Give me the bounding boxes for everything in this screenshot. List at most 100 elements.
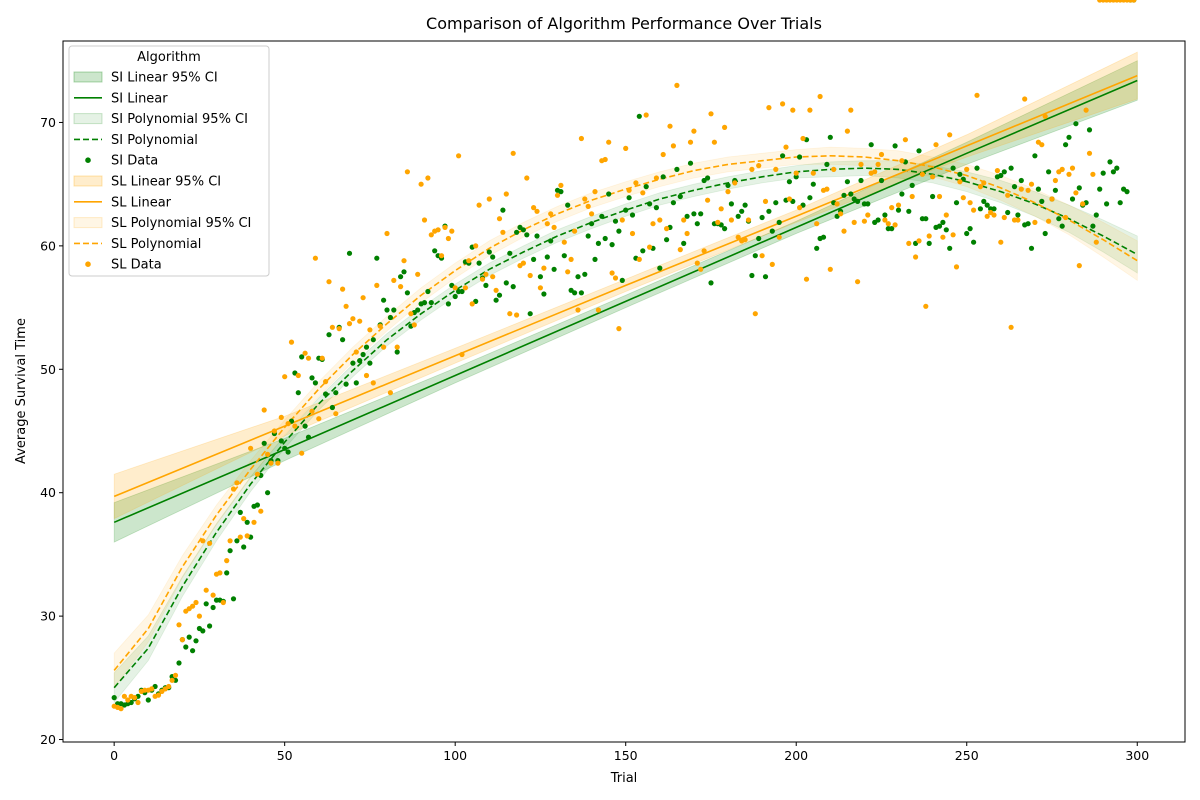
sl-data-point xyxy=(445,235,451,242)
sl-data-point xyxy=(687,139,694,145)
sl-data-point xyxy=(234,480,240,486)
si-data-point xyxy=(363,344,370,350)
sl-data-point xyxy=(241,516,247,522)
sl-data-point xyxy=(841,228,847,234)
sl-data-point xyxy=(1039,142,1045,148)
sl-data-point xyxy=(203,587,209,593)
si-data-point xyxy=(964,230,970,237)
sl-data-point xyxy=(507,311,513,317)
si-data-point xyxy=(421,300,428,306)
si-data-point xyxy=(636,113,642,119)
sl-data-point xyxy=(503,191,509,197)
sl-data-point xyxy=(984,213,990,219)
si-data-point xyxy=(708,280,714,286)
sl-data-point xyxy=(479,276,486,282)
y-tick-label: 40 xyxy=(40,485,56,500)
x-tick-label: 0 xyxy=(110,748,118,763)
sl-data-point xyxy=(919,171,926,177)
si-data-point xyxy=(244,519,250,525)
si-data-point xyxy=(541,291,547,297)
sl-data-point xyxy=(865,212,871,218)
legend-label: SL Linear 95% CI xyxy=(111,175,221,190)
sl-data-point xyxy=(572,228,578,234)
si-data-point xyxy=(186,634,192,640)
sl-data-point xyxy=(660,151,666,158)
si-data-point xyxy=(428,300,434,306)
sl-data-point xyxy=(387,390,393,396)
legend-label: SL Polynomial 95% CI xyxy=(111,216,251,231)
sl-data-point xyxy=(568,256,574,262)
sl-data-point xyxy=(271,428,277,434)
si-data-point xyxy=(340,337,346,343)
sl-data-point xyxy=(476,202,482,208)
sl-data-point xyxy=(838,211,844,217)
si-data-point xyxy=(616,228,622,234)
si-data-point xyxy=(261,440,267,446)
sl-data-point xyxy=(882,217,888,223)
si-data-point xyxy=(623,207,629,213)
sl-data-point xyxy=(694,260,700,266)
si-data-point xyxy=(493,297,499,303)
sl-data-point xyxy=(237,534,243,540)
sl-data-point xyxy=(261,407,267,413)
si-data-point xyxy=(360,351,366,358)
legend-entry-si-data: SI Data xyxy=(85,154,158,169)
si-data-point xyxy=(387,314,393,321)
si-data-point xyxy=(739,208,745,214)
sl-data-point xyxy=(769,261,775,267)
si-data-point xyxy=(974,165,980,171)
sl-data-point xyxy=(756,163,762,169)
sl-data-point xyxy=(305,355,312,361)
si-data-point xyxy=(957,171,963,177)
sl-data-point xyxy=(708,111,714,117)
y-axis-title: Average Survival Time xyxy=(14,318,29,464)
si-data-point xyxy=(705,175,711,181)
sl-data-point xyxy=(1028,181,1035,187)
sl-data-point xyxy=(1025,187,1031,193)
sl-data-point xyxy=(288,339,295,345)
sl-data-point xyxy=(902,137,909,143)
sl-data-point xyxy=(960,195,966,201)
si-data-point xyxy=(1005,209,1011,216)
sl-data-point xyxy=(452,285,458,291)
si-data-point xyxy=(1039,198,1045,204)
sl-data-point xyxy=(1015,217,1021,223)
si-data-point xyxy=(923,216,929,222)
si-data-point xyxy=(309,375,315,381)
sl-data-point xyxy=(196,613,202,619)
si-data-point xyxy=(1052,187,1058,193)
legend-entry-sl-data: SL Data xyxy=(85,258,162,273)
si-data-point xyxy=(998,172,1004,179)
sl-data-point xyxy=(551,224,557,230)
si-data-point xyxy=(930,193,936,200)
sl-data-point xyxy=(169,677,175,683)
si-data-point xyxy=(722,226,728,232)
si-data-point xyxy=(971,239,977,245)
sl-data-point xyxy=(282,374,288,380)
si-data-point xyxy=(295,390,301,396)
x-tick-label: 300 xyxy=(1125,748,1149,763)
si-data-point xyxy=(203,601,209,607)
sl-data-point xyxy=(861,218,868,224)
si-data-point xyxy=(353,380,359,386)
sl-data-point xyxy=(490,274,496,280)
sl-data-point xyxy=(640,190,646,196)
si-data-point xyxy=(991,206,997,212)
sl-data-point xyxy=(810,170,816,176)
sl-polynomial-ci-band xyxy=(113,146,1138,689)
sl-data-point xyxy=(998,239,1004,245)
sl-data-point xyxy=(1022,96,1028,102)
sl-data-point xyxy=(578,135,585,142)
si-data-point xyxy=(694,221,700,227)
si-data-point xyxy=(483,282,489,288)
sl-data-point xyxy=(292,423,298,429)
si-data-point xyxy=(602,235,608,242)
sl-data-point xyxy=(930,174,936,180)
sl-data-point xyxy=(797,205,803,211)
si-data-point xyxy=(346,250,353,256)
legend-label: SI Linear xyxy=(111,91,168,106)
si-data-point xyxy=(664,237,670,243)
sl-data-point xyxy=(370,380,376,386)
si-data-point xyxy=(531,256,537,262)
sl-data-point xyxy=(592,189,598,195)
